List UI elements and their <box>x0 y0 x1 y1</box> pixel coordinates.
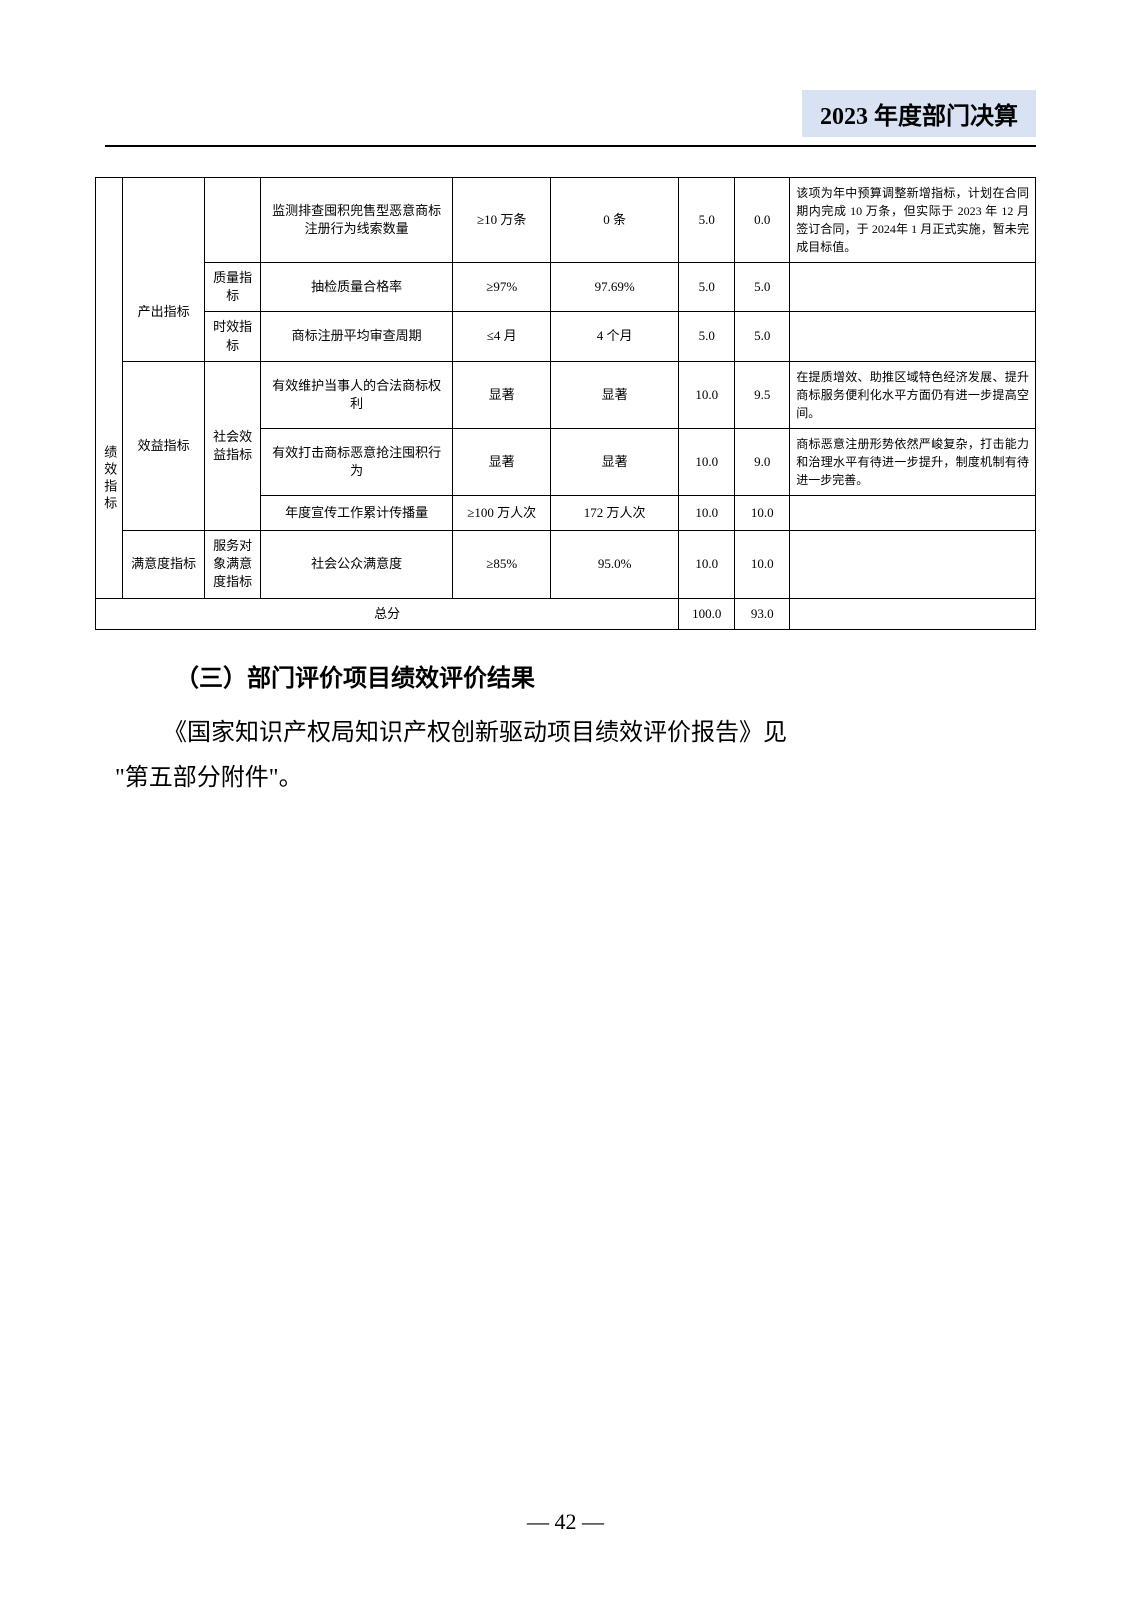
table-row: 绩效指标 效益指标 社会效益指标 有效维护当事人的合法商标权利 显著 显著 10… <box>96 361 1036 428</box>
score-value: 10.0 <box>735 495 790 530</box>
score-value: 5.0 <box>735 312 790 361</box>
indicator-name: 年度宣传工作累计传播量 <box>261 495 453 530</box>
cell-blank <box>790 598 1036 629</box>
cell-blank <box>205 178 261 263</box>
indicator-name: 有效打击商标恶意抢注囤积行为 <box>261 428 453 495</box>
cell-blank <box>96 178 123 263</box>
subcat-label: 社会效益指标 <box>205 361 261 530</box>
table-row: 满意度指标 服务对象满意度指标 社会公众满意度 ≥85% 95.0% 10.0 … <box>96 530 1036 598</box>
table-row: 监测排查囤积兜售型恶意商标注册行为线索数量 ≥10 万条 0 条 5.0 0.0… <box>96 178 1036 263</box>
actual-value: 172 万人次 <box>551 495 679 530</box>
category-label: 产出指标 <box>123 263 205 362</box>
weight-value: 10.0 <box>679 428 735 495</box>
cell-blank <box>96 263 123 312</box>
indicator-name: 抽检质量合格率 <box>261 263 453 312</box>
remark-text <box>790 263 1036 312</box>
remark-text <box>790 530 1036 598</box>
indicator-name: 商标注册平均审查周期 <box>261 312 453 361</box>
actual-value: 0 条 <box>551 178 679 263</box>
category-label: 效益指标 <box>123 361 205 530</box>
actual-value: 显著 <box>551 361 679 428</box>
indicator-name: 有效维护当事人的合法商标权利 <box>261 361 453 428</box>
body-paragraph: "第五部分附件"。 <box>115 756 1036 802</box>
page-number: — 42 — <box>0 1509 1131 1535</box>
actual-value: 4 个月 <box>551 312 679 361</box>
table-total-row: 总分 100.0 93.0 <box>96 598 1036 629</box>
weight-value: 10.0 <box>679 530 735 598</box>
vertical-category-label: 绩效指标 <box>96 361 123 598</box>
target-value: ≥85% <box>453 530 551 598</box>
weight-value: 5.0 <box>679 263 735 312</box>
score-value: 5.0 <box>735 263 790 312</box>
total-score: 93.0 <box>735 598 790 629</box>
weight-value: 10.0 <box>679 495 735 530</box>
cell-blank <box>123 178 205 263</box>
weight-value: 10.0 <box>679 361 735 428</box>
table-row: 时效指标 商标注册平均审查周期 ≤4 月 4 个月 5.0 5.0 <box>96 312 1036 361</box>
page-header-title: 2023 年度部门决算 <box>802 90 1036 137</box>
remark-text: 商标恶意注册形势依然严峻复杂，打击能力和治理水平有待进一步提升，制度机制有待进一… <box>790 428 1036 495</box>
table-row: 产出指标 质量指标 抽检质量合格率 ≥97% 97.69% 5.0 5.0 <box>96 263 1036 312</box>
remark-text: 在提质增效、助推区域特色经济发展、提升商标服务便利化水平方面仍有进一步提高空间。 <box>790 361 1036 428</box>
section-heading: （三）部门评价项目绩效评价结果 <box>175 658 1036 693</box>
target-value: ≥100 万人次 <box>453 495 551 530</box>
actual-value: 显著 <box>551 428 679 495</box>
subcat-label: 质量指标 <box>205 263 261 312</box>
total-label: 总分 <box>96 598 679 629</box>
indicator-name: 社会公众满意度 <box>261 530 453 598</box>
remark-text: 该项为年中预算调整新增指标，计划在合同期内完成 10 万条，但实际于 2023 … <box>790 178 1036 263</box>
target-value: ≥10 万条 <box>453 178 551 263</box>
actual-value: 95.0% <box>551 530 679 598</box>
score-value: 10.0 <box>735 530 790 598</box>
subcat-label: 服务对象满意度指标 <box>205 530 261 598</box>
total-weight: 100.0 <box>679 598 735 629</box>
subcat-label: 时效指标 <box>205 312 261 361</box>
target-value: ≤4 月 <box>453 312 551 361</box>
remark-text <box>790 312 1036 361</box>
actual-value: 97.69% <box>551 263 679 312</box>
score-value: 9.0 <box>735 428 790 495</box>
score-value: 9.5 <box>735 361 790 428</box>
cell-blank <box>96 312 123 361</box>
target-value: ≥97% <box>453 263 551 312</box>
weight-value: 5.0 <box>679 178 735 263</box>
header-underline <box>105 145 1036 147</box>
body-paragraph: 《国家知识产权局知识产权创新驱动项目绩效评价报告》见 <box>115 711 1016 757</box>
target-value: 显著 <box>453 361 551 428</box>
performance-table: 监测排查囤积兜售型恶意商标注册行为线索数量 ≥10 万条 0 条 5.0 0.0… <box>95 177 1036 630</box>
weight-value: 5.0 <box>679 312 735 361</box>
category-label: 满意度指标 <box>123 530 205 598</box>
indicator-name: 监测排查囤积兜售型恶意商标注册行为线索数量 <box>261 178 453 263</box>
score-value: 0.0 <box>735 178 790 263</box>
remark-text <box>790 495 1036 530</box>
target-value: 显著 <box>453 428 551 495</box>
